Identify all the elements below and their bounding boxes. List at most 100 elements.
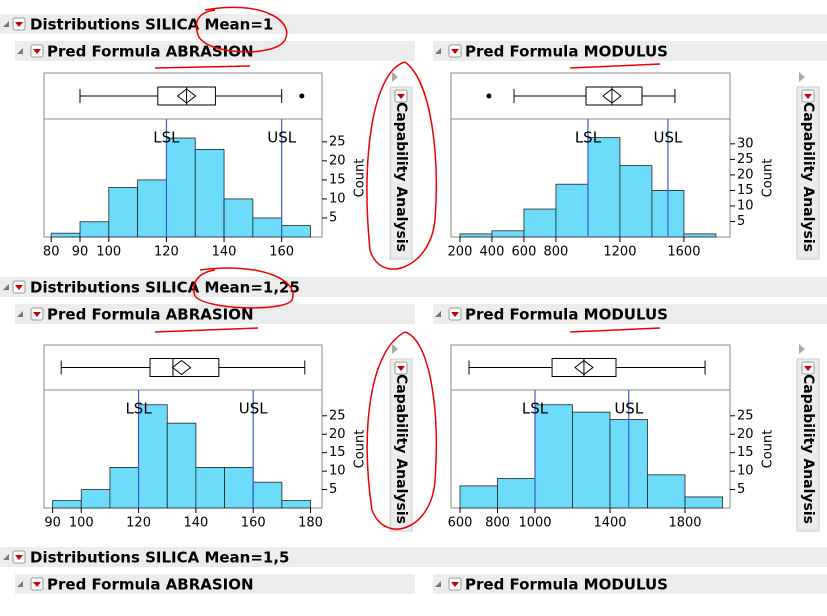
disclosure[interactable] [3,554,9,560]
panel-title: Pred Formula MODULUS [465,576,668,594]
histogram-bar [79,221,110,238]
y-tick-label: 10 [329,464,346,479]
menu-icon-arrow [15,22,23,27]
section-header [0,277,827,297]
capability-button[interactable] [389,86,413,260]
disclosure[interactable] [392,344,398,354]
spec-limit-label: USL [653,129,683,147]
disclosure[interactable] [435,581,441,587]
y-tick-label: 15 [737,445,754,460]
menu-icon-arrow [397,94,405,99]
disclosure[interactable] [17,581,23,587]
histogram-bar [52,500,82,509]
histogram-bar [572,411,611,509]
mean-diamond [176,88,197,104]
spec-limit-label: USL [239,400,269,418]
y-tick-label: 10 [737,198,754,213]
y-tick-label: 5 [737,482,745,497]
outlier [486,93,492,99]
outlier [299,93,305,99]
x-tick-label: 120 [126,516,151,531]
menu-icon-arrow [804,366,812,371]
y-axis-label: Count [353,159,368,198]
box [149,358,220,377]
y-tick-label: 20 [737,167,754,182]
annotation [366,61,437,270]
histogram-bar [497,478,536,509]
histogram-bar [252,481,283,509]
section-header [0,547,827,567]
disclosure[interactable] [435,311,441,317]
panel-title: Pred Formula MODULUS [465,306,668,324]
histogram-bar [523,208,557,238]
section-title: Distributions SILICA Mean=1 [30,16,273,34]
histogram-bar [166,422,197,509]
menu-icon-arrow [804,94,812,99]
y-axis-label: Count [353,430,368,469]
panel-title: Pred Formula MODULUS [465,43,668,61]
y-tick-label: 15 [329,172,346,187]
menu-icon-arrow [451,582,459,587]
spec-limit-label: USL [267,129,297,147]
histogram-bar [619,165,653,238]
section-header [0,14,827,34]
panel-header [433,574,827,594]
histogram-bar [683,233,717,238]
x-tick-label: 140 [183,516,208,531]
y-axis-label: Count [761,159,776,198]
histogram-bar [224,467,254,509]
disclosure[interactable] [799,72,805,82]
x-tick-label: 100 [69,516,94,531]
y-tick-label: 15 [737,183,754,198]
histogram-bar [223,198,254,238]
histogram-bar [491,230,525,238]
disclosure[interactable] [435,48,441,54]
spec-limit-label: LSL [153,129,180,147]
histogram-bar [80,489,111,509]
y-tick-label: 25 [737,152,754,167]
panel-header [15,41,415,61]
capability-button[interactable] [389,358,413,532]
x-tick-label: 600 [448,516,473,531]
disclosure[interactable] [17,311,23,317]
x-tick-label: 90 [72,245,89,260]
panel-title: Pred Formula ABRASION [47,43,254,61]
x-tick-label: 90 [44,516,61,531]
box [585,86,643,106]
x-tick-label: 1400 [593,516,626,531]
disclosure[interactable] [392,72,398,82]
histogram-bar [587,137,621,238]
x-tick-label: 140 [212,245,237,260]
x-tick-label: 120 [154,245,179,260]
menu-icon-arrow [33,312,41,317]
disclosure[interactable] [799,344,805,354]
x-tick-label: 1200 [603,245,636,260]
capability-label: Capability Analysis [393,102,409,252]
x-tick-label: 400 [480,245,505,260]
x-tick-label: 600 [512,245,537,260]
histogram-bar [555,183,589,238]
y-tick-label: 5 [329,210,337,225]
panel-header [433,41,827,61]
annotation [154,65,251,69]
disclosure[interactable] [3,21,9,27]
y-tick-label: 30 [737,136,754,151]
disclosure[interactable] [3,284,9,290]
section-title: Distributions SILICA Mean=1,25 [30,279,300,297]
spec-limit-label: LSL [125,400,152,418]
y-tick-label: 20 [737,427,754,442]
disclosure[interactable] [17,48,23,54]
x-tick-label: 800 [485,516,510,531]
histogram-bar [459,485,498,509]
y-tick-label: 25 [329,408,346,423]
y-axis-label: Count [761,430,776,469]
x-tick-label: 180 [298,516,323,531]
spec-limit-label: USL [614,400,644,418]
menu-icon-arrow [397,366,405,371]
capability-button[interactable] [796,358,820,532]
x-tick-label: 100 [96,245,121,260]
capability-button[interactable] [796,86,820,260]
annotation [193,267,294,309]
annotation [366,331,437,530]
